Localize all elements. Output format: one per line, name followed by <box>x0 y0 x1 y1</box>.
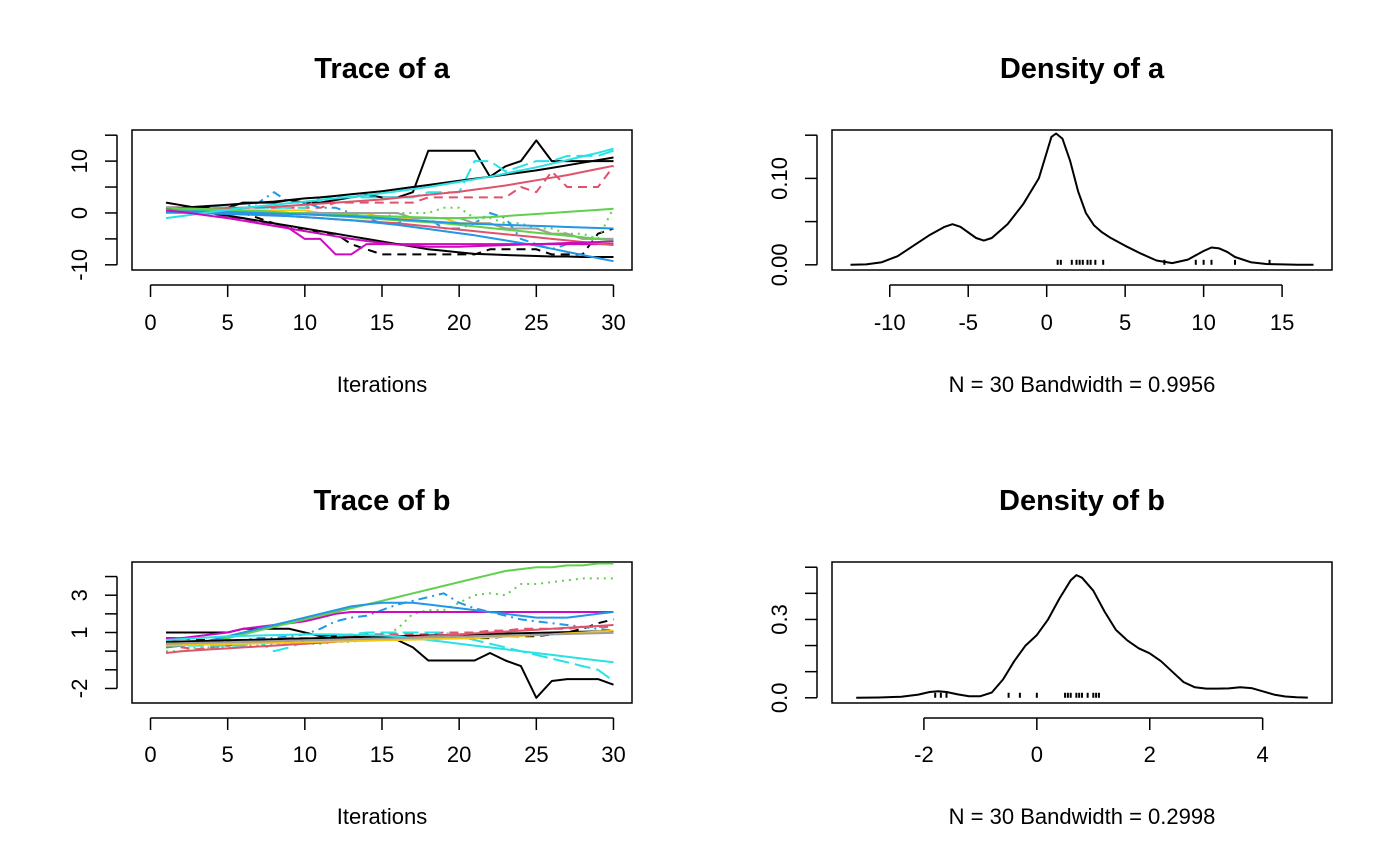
series-line-8 <box>165 601 614 649</box>
y-axis: 0.00 0.10 <box>767 134 818 286</box>
density-plot-b: Density of b -2 0 2 4 0.0 0.3 N = 30 Bandwidth … <box>767 485 1333 829</box>
x-axis-label: N = 30 Bandwidth = 0.2998 <box>949 804 1216 829</box>
y-axis: 0.0 0.3 <box>767 566 818 713</box>
x-tick-label: 5 <box>222 742 234 767</box>
x-tick-label: 30 <box>601 742 625 767</box>
y-tick-label: 3 <box>67 589 92 601</box>
x-axis: -2 0 2 4 <box>914 717 1269 767</box>
series-line-14 <box>165 206 614 242</box>
x-tick-label: 25 <box>524 742 548 767</box>
chart-title: Density of a <box>1000 53 1165 85</box>
x-tick-label: -10 <box>874 310 906 335</box>
series-group <box>850 132 1314 266</box>
x-axis: 0 5 10 15 20 25 30 <box>144 717 626 767</box>
series-line-18 <box>165 209 614 248</box>
x-axis-label: Iterations <box>337 372 428 397</box>
x-tick-label: 15 <box>370 742 394 767</box>
plot-frame <box>131 129 633 271</box>
series-line-0 <box>850 132 1314 266</box>
series-line-4 <box>165 191 614 251</box>
plot-frame <box>831 129 1333 271</box>
x-tick-label: -5 <box>958 310 978 335</box>
x-tick-label: 30 <box>601 310 625 335</box>
chart-title: Density of b <box>999 485 1165 517</box>
y-tick-label: 0 <box>67 207 92 219</box>
x-tick-label: 0 <box>1031 742 1043 767</box>
x-axis-label: Iterations <box>337 804 428 829</box>
x-tick-label: 25 <box>524 310 548 335</box>
trace-plot-b: Trace of b 0 5 10 15 20 25 30 -2 1 3 Iterations <box>67 485 633 829</box>
series-line-15 <box>165 210 614 263</box>
series-line-17 <box>165 147 614 220</box>
x-tick-label: 20 <box>447 742 471 767</box>
x-tick-label: 5 <box>222 310 234 335</box>
series-line-2 <box>166 165 615 212</box>
trace-plot-a: Trace of a 0 5 10 15 20 25 30 -10 0 10 Iterations <box>67 53 633 397</box>
x-tick-label: 4 <box>1257 742 1269 767</box>
x-tick-label: 5 <box>1119 310 1131 335</box>
chart-title: Trace of a <box>314 53 450 85</box>
series-line-1 <box>165 206 614 256</box>
x-tick-label: 20 <box>447 310 471 335</box>
series-line-5 <box>165 631 615 682</box>
density-plot-a: Density of a -10 -5 0 5 10 15 0.00 0.10 N = 30 Ba… <box>767 53 1333 397</box>
y-tick-label: 1 <box>67 626 92 638</box>
series-group <box>856 574 1308 699</box>
y-tick-label: -10 <box>67 249 92 281</box>
series-line-16 <box>166 210 614 230</box>
y-tick-label: 0.0 <box>767 682 792 713</box>
x-tick-label: 15 <box>1270 310 1294 335</box>
x-axis: 0 5 10 15 20 25 30 <box>144 284 626 335</box>
x-tick-label: -2 <box>914 742 934 767</box>
series-line-9 <box>166 156 614 209</box>
x-tick-label: 15 <box>370 310 394 335</box>
series-group <box>165 139 615 263</box>
y-axis: -2 1 3 <box>67 575 118 699</box>
x-tick-label: 10 <box>1191 310 1215 335</box>
series-line-6 <box>166 611 614 640</box>
y-tick-label: 0.10 <box>767 157 792 200</box>
plot-frame <box>131 561 633 704</box>
series-group <box>165 562 615 699</box>
y-tick-label: -2 <box>67 679 92 699</box>
series-line-11 <box>165 633 614 664</box>
series-line-13 <box>165 631 614 645</box>
chart-title: Trace of b <box>314 485 451 517</box>
plot-frame <box>831 561 1333 704</box>
y-tick-label: 0.00 <box>767 243 792 286</box>
x-tick-label: 0 <box>144 310 156 335</box>
x-tick-label: 10 <box>293 310 317 335</box>
x-axis: -10 -5 0 5 10 15 <box>874 284 1294 335</box>
x-tick-label: 0 <box>144 742 156 767</box>
x-axis-label: N = 30 Bandwidth = 0.9956 <box>949 372 1216 397</box>
x-tick-label: 2 <box>1144 742 1156 767</box>
x-tick-label: 10 <box>293 742 317 767</box>
x-tick-label: 0 <box>1041 310 1053 335</box>
y-tick-label: 10 <box>67 149 92 173</box>
y-axis: -10 0 10 <box>67 134 118 281</box>
series-line-0 <box>856 574 1308 699</box>
y-tick-label: 0.3 <box>767 604 792 635</box>
